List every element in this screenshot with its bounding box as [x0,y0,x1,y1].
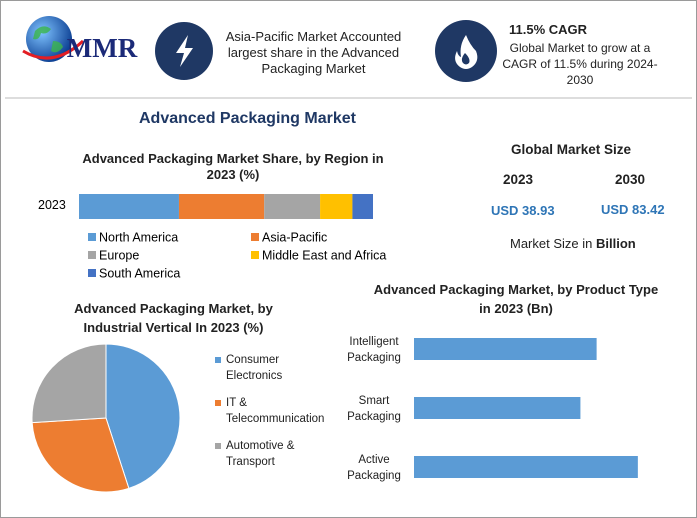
legend-swatch [251,251,259,259]
flame-icon [455,35,478,69]
legend-swatch [88,251,96,259]
year: 2030 [615,172,646,187]
bar-segment [320,194,353,219]
legend-label: Middle East and Africa [262,248,386,262]
info-title: 11.5% CAGR [509,22,588,37]
bar [414,338,597,360]
legend-label: Automotive & Transport [226,440,295,468]
note-text: Market Size in [510,236,593,251]
chart-title: Advanced Packaging Market, by Product Ty… [373,282,659,316]
market-value: USD 83.42 [601,202,665,217]
market-value: USD 38.93 [491,203,555,218]
bar-segment [79,194,179,219]
category-label: Smart Packaging [347,395,401,423]
bar [414,397,581,419]
info-text: Asia-Pacific Market Accounted largest sh… [225,29,402,76]
legend-label: IT & Telecommunication [226,397,325,425]
legend-swatch [215,443,221,449]
category-label: Intelligent Packaging [347,336,401,364]
legend-swatch [215,400,221,406]
legend-label: Asia-Pacific [262,230,327,244]
legend-label: North America [99,230,178,244]
legend-swatch [251,233,259,241]
year: 2023 [503,172,534,187]
legend-swatch [88,233,96,241]
bar-segment [178,194,265,219]
main-title: Advanced Packaging Market [139,110,356,127]
bar-segment [352,194,373,219]
legend-swatch [215,357,221,363]
pie-slice [31,343,107,424]
legend-swatch [88,269,96,277]
chart-title: Advanced Packaging Market, by Industrial… [74,301,273,335]
pie-slice [105,343,181,490]
note-unit: Billion [596,236,636,251]
market-size-title: Global Market Size [511,142,632,157]
pie-slice [31,417,130,493]
bar [414,456,638,478]
legend-label: Europe [99,248,139,262]
bolt-icon [176,35,193,67]
legend-label: Consumer Electronics [226,354,283,382]
chart-title: Advanced Packaging Market Share, by Regi… [82,151,384,182]
legend-label: South America [99,266,180,280]
category-label: 2023 [38,198,66,212]
bar-segment [264,194,321,219]
logo-globe [22,16,85,62]
category-label: Active Packaging [347,454,401,482]
info-text: Global Market to grow at a CAGR of 11.5%… [502,41,658,87]
market-note: Market Size in Billion [510,236,636,252]
logo-text: MMR [67,33,138,63]
